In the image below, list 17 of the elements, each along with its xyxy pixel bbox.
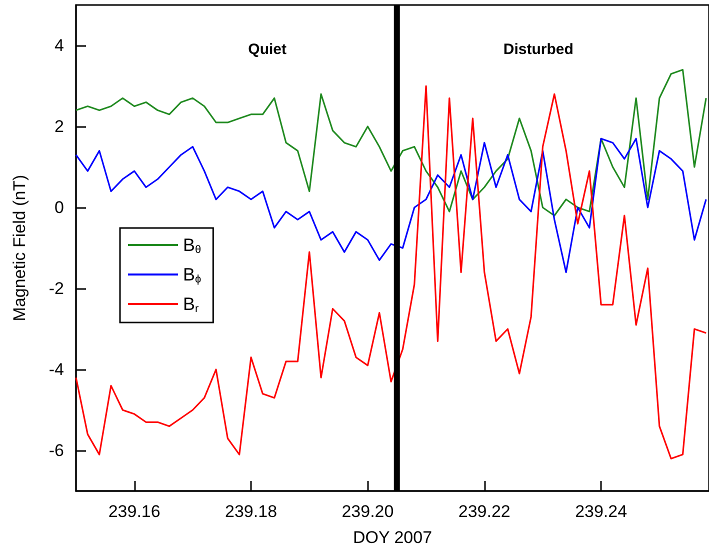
y-axis-title: Magnetic Field (nT): [10, 174, 29, 322]
y-tick-label: -2: [48, 279, 64, 298]
x-tick-label: 239.22: [458, 502, 510, 521]
x-axis-title: DOY 2007: [352, 528, 432, 547]
y-tick-label: -4: [48, 360, 64, 379]
x-tick-label: 239.24: [575, 502, 628, 521]
y-tick-label: 0: [54, 198, 64, 217]
y-tick-label: -6: [48, 441, 64, 460]
annotation: Quiet: [248, 41, 286, 58]
line-series: [75, 85, 707, 460]
x-tick-label: 239.18: [225, 502, 278, 521]
annotation: Disturbed: [503, 41, 574, 58]
x-tick-label: 239.20: [342, 502, 394, 521]
y-tick-label: 4: [54, 36, 64, 55]
x-tick-label: 239.16: [108, 502, 160, 521]
y-tick-label: 2: [54, 117, 64, 136]
line-series: [75, 69, 707, 216]
